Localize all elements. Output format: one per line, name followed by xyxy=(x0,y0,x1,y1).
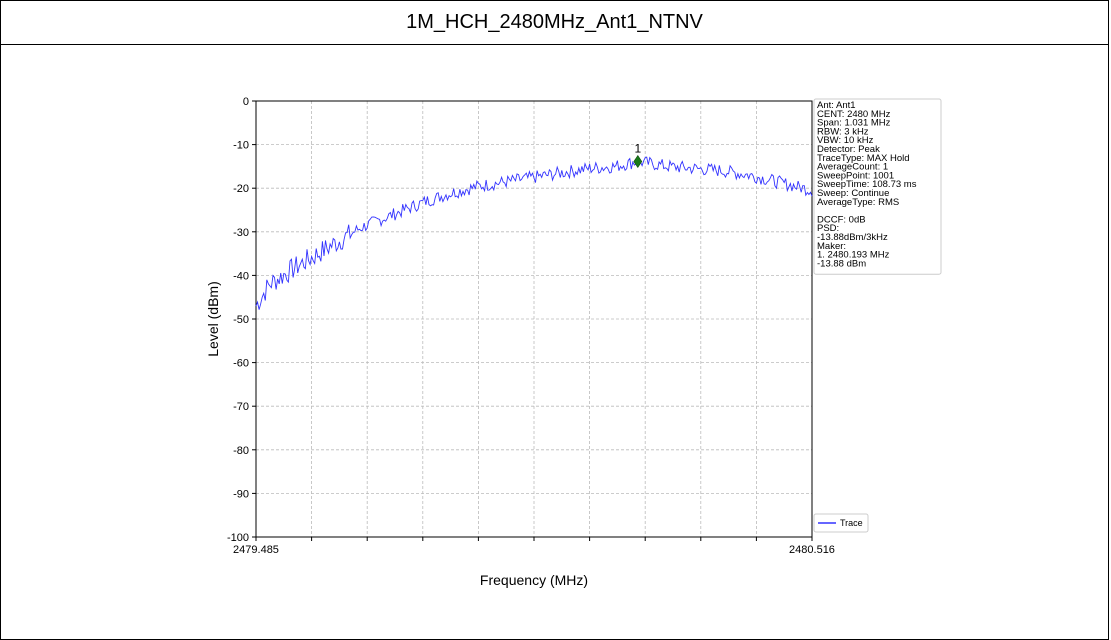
info-box-frame xyxy=(813,98,942,275)
legend: Trace xyxy=(813,513,869,533)
info-box-line: AverageCount: 1 xyxy=(817,162,888,173)
y-tick-label: -20 xyxy=(233,183,249,195)
series-trace-line xyxy=(255,156,813,310)
info-box-line: Maker: xyxy=(817,241,846,252)
y-tick-label: -30 xyxy=(233,227,249,239)
series-layer xyxy=(255,156,813,310)
info-box-line: 1. 2480.193 MHz xyxy=(817,250,890,261)
info-box-line: -13.88 dBm xyxy=(817,258,866,269)
y-tick-label: -50 xyxy=(233,314,249,326)
info-box-line: Sweep: Continue xyxy=(817,188,889,199)
y-tick-label: -70 xyxy=(233,401,249,413)
info-box-line: Span: 1.031 MHz xyxy=(817,118,891,129)
info-box-line: -13.88dBm/3kHz xyxy=(817,232,888,243)
plot-image: 0 -10 -20 -30 -40 -50 -60 -70 -80 -90 -100 2479.48… xyxy=(192,80,942,625)
info-box-line: PSD: xyxy=(817,223,839,234)
info-box-line: CENT: 2480 MHz xyxy=(817,109,891,120)
x-tick-label: 2479.485 xyxy=(233,544,279,556)
spectrum-chart: 0 -10 -20 -30 -40 -50 -60 -70 -80 -90 -100 2479.48… xyxy=(205,96,942,588)
peak-marker-diamond xyxy=(633,154,643,169)
y-tick-label: -60 xyxy=(233,358,249,370)
info-box-line: SweepTime: 108.73 ms xyxy=(817,179,917,190)
y-tick-label: -100 xyxy=(227,532,249,544)
x-tick-label: 2480.516 xyxy=(789,544,835,556)
info-box-line: RBW: 3 kHz xyxy=(817,126,869,137)
peak-marker-label: 1 xyxy=(634,142,641,156)
y-tick-label: -80 xyxy=(233,445,249,457)
y-tick-label: -40 xyxy=(233,270,249,282)
info-box-line: VBW: 10 kHz xyxy=(817,135,874,146)
y-ticks: 0 -10 -20 -30 -40 -50 -60 -70 -80 -90 -100 xyxy=(227,96,256,544)
info-box-line: SweepPoint: 1001 xyxy=(817,170,894,181)
legend-frame xyxy=(813,513,869,533)
chart-title-text: 1M_HCH_2480MHz_Ant1_NTNV xyxy=(406,10,703,33)
info-box-line: TraceType: MAX Hold xyxy=(817,153,910,164)
info-box-line: AverageType: RMS xyxy=(817,197,899,208)
y-tick-label: -90 xyxy=(233,488,249,500)
x-ticks: 2479.485 2480.516 xyxy=(233,537,835,556)
y-axis-label: Level (dBm) xyxy=(205,281,221,356)
marker-layer: 1 xyxy=(633,142,643,169)
grid xyxy=(256,100,812,538)
info-box-line: DCCF: 0dB xyxy=(817,214,866,225)
info-box-line: Detector: Peak xyxy=(817,144,880,155)
y-tick-label: 0 xyxy=(243,96,249,108)
y-tick-label: -10 xyxy=(233,140,249,152)
info-box-line: Ant: Ant1 xyxy=(817,100,856,111)
legend-label: Trace xyxy=(840,518,863,528)
chart-title: 1M_HCH_2480MHz_Ant1_NTNV xyxy=(0,0,1109,45)
x-axis-label: Frequency (MHz) xyxy=(480,572,588,588)
